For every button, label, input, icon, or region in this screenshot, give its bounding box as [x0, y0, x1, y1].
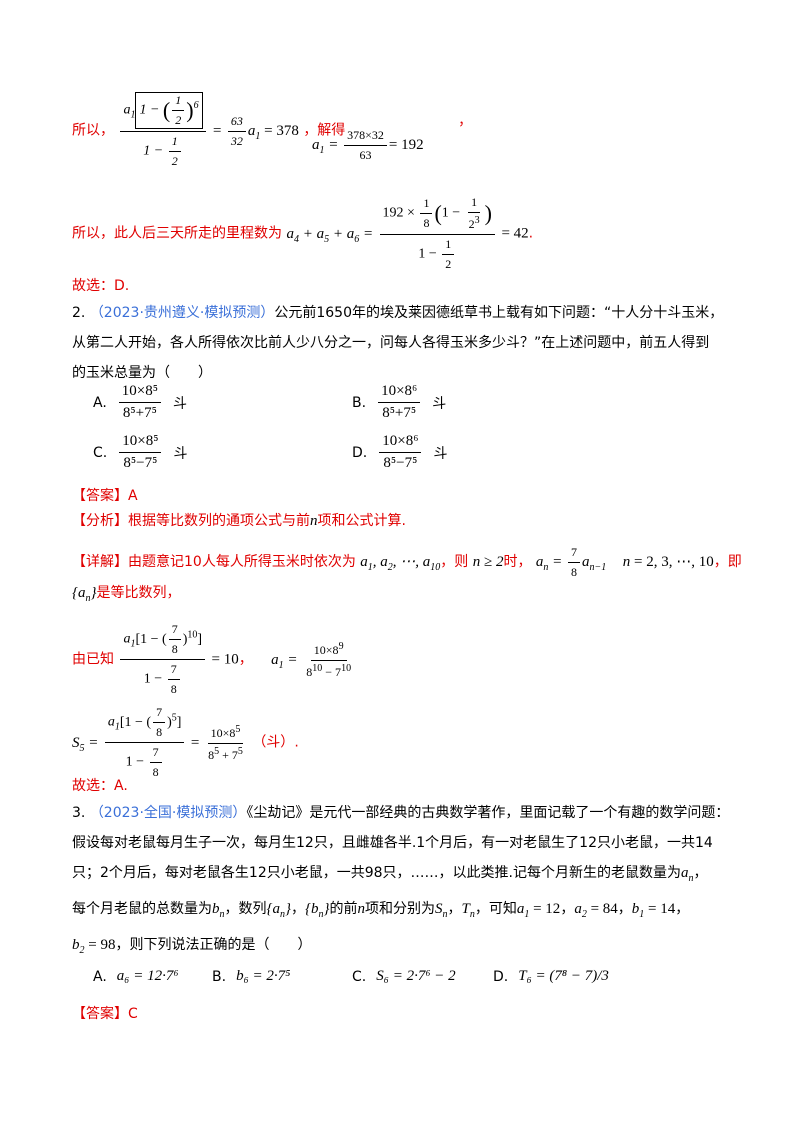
- q3-text-3: 只；2个月后，每对老鼠各生12只小老鼠，一共98只，……，以此类推.记每个月新生…: [72, 865, 681, 881]
- q3-text-1: 《尘劫记》是元代一部经典的古典数学著作，里面记载了一个有趣的数学问题：: [246, 805, 730, 821]
- q2-number: 2.: [72, 305, 86, 321]
- q2-final: 故选：A.: [72, 778, 128, 794]
- q3-option-a[interactable]: A. a₆ = 12·7⁶: [93, 968, 179, 985]
- q3-option-d[interactable]: D. T₆ = (7⁸ − 7)/3: [493, 968, 609, 985]
- solution-eq-line-2: 所以，此人后三天所走的里程数为 a4 + a5 + a6 = 192 × 1 8(…: [72, 195, 534, 272]
- q3-option-b[interactable]: B. b₆ = 2·7⁵: [212, 968, 291, 985]
- solution-eq-line-a1: a1 = 378×32 63 = 192 ，: [312, 112, 473, 162]
- text-comma: ，: [458, 112, 473, 129]
- q2-text-3: 的玉米总量为（ ）: [72, 365, 212, 381]
- q2-text-2: 从第二人开始，各人所得依次比前人少八分之一，问每人各得玉米多少斗？”在上述问题中…: [72, 335, 710, 351]
- q2-option-b[interactable]: B. 10×8⁶ 8⁵+7⁵ 斗: [352, 383, 447, 421]
- q2-detail-cont: {an}是等比数列，: [72, 585, 181, 604]
- q3-answer: 【答案】C: [72, 1006, 138, 1022]
- text-jiede: ，解得: [303, 122, 346, 139]
- q2-detail: 【详解】由题意记10人每人所得玉米时依次为 a1, a2, ⋯, a10，则 n…: [72, 545, 742, 579]
- q3-text-2: 假设每对老鼠每月生子一次，每月生12只，且雌雄各半.1个月后，有一对老鼠生了12…: [72, 835, 713, 851]
- question-2: 2. （2023·贵州遵义·模拟预测）公元前1650年的埃及莱因德纸草书上载有如…: [72, 298, 732, 388]
- q2-analysis: 【分析】根据等比数列的通项公式与前n项和公式计算.: [72, 513, 406, 529]
- text-line2: 所以，此人后三天所走的里程数为: [72, 225, 282, 242]
- q2-source: （2023·贵州遵义·模拟预测）: [89, 305, 275, 321]
- q3-text-5: ，则下列说法正确的是（ ）: [115, 937, 312, 953]
- q2-option-c[interactable]: C. 10×8⁵ 8⁵−7⁵ 斗: [93, 433, 188, 471]
- q2-text-1: 公元前1650年的埃及莱因德纸草书上载有如下问题：“十人分十斗玉米，: [274, 305, 724, 321]
- text-suoyi: 所以，: [72, 122, 114, 139]
- q3-option-c[interactable]: C. S₆ = 2·7⁶ − 2: [352, 968, 456, 985]
- q3-source: （2023·全国·模拟预测）: [89, 805, 247, 821]
- q2-answer: 【答案】A: [72, 488, 138, 504]
- q3-number: 3.: [72, 805, 86, 821]
- q2-option-a[interactable]: A. 10×8⁵ 8⁵+7⁵ 斗: [93, 383, 187, 421]
- q2-option-d[interactable]: D. 10×8⁶ 8⁵−7⁵ 斗: [352, 433, 448, 471]
- question-3: 3. （2023·全国·模拟预测）《尘劫记》是元代一部经典的古典数学著作，里面记…: [72, 798, 732, 966]
- answer-q1: 故选：D.: [72, 278, 130, 294]
